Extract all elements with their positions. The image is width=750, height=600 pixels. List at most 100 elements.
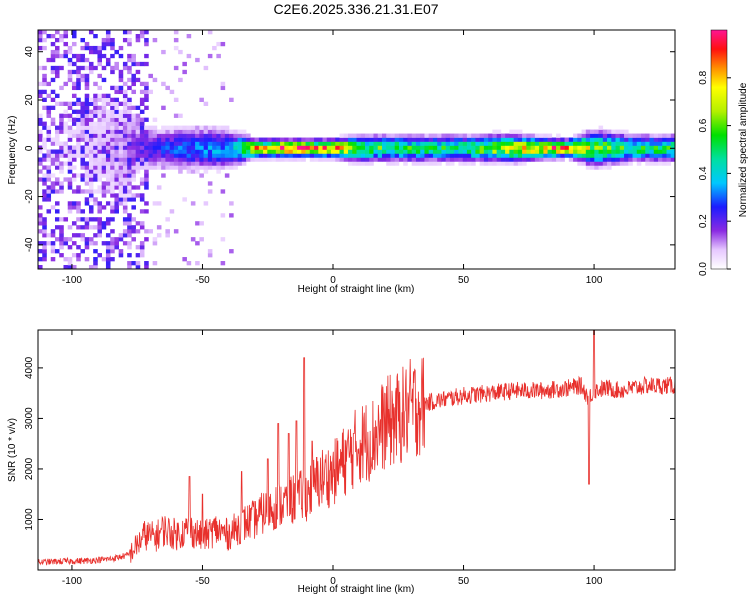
heatmap-cell [59,189,64,194]
heatmap-cell [101,105,107,110]
heatmap-cell [356,157,362,162]
heatmap-cell [71,189,77,194]
heatmap-cell [84,121,90,126]
heatmap-cell [462,133,468,138]
heatmap-cell [101,165,107,170]
heatmap-cell [148,161,153,166]
heatmap-cell [71,33,77,39]
heatmap-cell [326,149,332,154]
heatmap-cell [139,30,145,35]
heatmap-cell [207,253,213,258]
heatmap-cell [517,141,523,146]
heatmap-cell [428,133,434,138]
heatmap-cell [97,253,102,258]
heatmap-cell [84,137,90,142]
heatmap-cell [594,165,599,170]
heatmap-cell [505,157,510,162]
heatmap-cell [428,161,434,166]
heatmap-cell [93,233,98,238]
heatmap-cell [462,145,468,150]
heatmap-cell [101,189,107,194]
heatmap-cell [331,153,336,158]
heatmap-cell [458,161,463,166]
heatmap-cell [122,205,128,210]
heatmap-cell [50,241,56,246]
x-tick-label: -50 [195,576,210,587]
heatmap-cell [662,145,667,150]
heatmap-cell [114,125,119,130]
heatmap-cell [564,153,570,158]
heatmap-cell [42,197,47,202]
heatmap-cell [364,161,370,166]
heatmap-cell [71,129,77,134]
heatmap-cell [258,141,264,146]
heatmap-cell [50,185,56,190]
heatmap-cell [564,141,570,146]
heatmap-cell [458,153,463,158]
heatmap-cell [161,81,166,87]
heatmap-cell [118,249,124,254]
heatmap-cell [326,145,332,150]
heatmap-cell [169,145,175,150]
heatmap-cell [212,125,217,130]
heatmap-cell [88,109,94,114]
heatmap-cell [122,113,128,118]
heatmap-cell [415,153,421,158]
heatmap-cell [173,113,179,118]
heatmap-cell [488,133,493,138]
heatmap-cell [229,201,234,206]
heatmap-cell [131,261,136,266]
heatmap-cell [173,229,179,234]
heatmap-cell [50,257,56,262]
heatmap-cell [403,133,408,138]
heatmap-cell [101,109,107,114]
heatmap-cell [118,237,124,242]
heatmap-cell [114,209,119,214]
heatmap-cell [105,189,111,194]
heatmap-cell [390,133,396,138]
heatmap-cell [42,97,47,102]
heatmap-cell [80,53,86,59]
heatmap-cell [386,137,391,142]
heatmap-cell [432,145,438,150]
heatmap-cell [233,153,238,158]
heatmap-cell [105,185,111,190]
heatmap-cell [441,145,446,150]
heatmap-cell [50,233,56,238]
heatmap-cell [105,113,111,118]
heatmap-cell [335,149,340,154]
heatmap-cell [84,109,90,114]
heatmap-cell [615,153,621,158]
heatmap-cell [152,145,158,150]
heatmap-cell [381,137,387,142]
heatmap-cell [114,161,119,166]
heatmap-cell [309,157,315,162]
heatmap-cell [292,153,298,158]
heatmap-cell [127,221,132,226]
heatmap-cell [449,141,455,146]
heatmap-cell [534,153,540,158]
heatmap-cell [522,145,527,150]
heatmap-cell [152,141,158,146]
heatmap-cell [585,161,591,166]
heatmap-cell [131,117,136,122]
heatmap-cell [407,137,413,142]
heatmap-cell [71,101,77,106]
heatmap-cell [195,133,200,138]
heatmap-cell [445,153,451,158]
heatmap-cell [500,157,506,162]
heatmap-cell [110,185,115,190]
heatmap-cell [224,129,230,134]
heatmap-cell [71,85,77,91]
heatmap-cell [212,145,217,150]
heatmap-cell [517,137,523,142]
heatmap-cell [67,77,73,83]
heatmap-cell [343,145,349,150]
heatmap-cell [607,145,612,150]
heatmap-cell [352,133,357,138]
heatmap-cell [513,137,519,142]
heatmap-cell [602,129,608,134]
heatmap-cell [67,257,73,262]
heatmap-cell [628,133,633,138]
heatmap-cell [38,117,43,122]
